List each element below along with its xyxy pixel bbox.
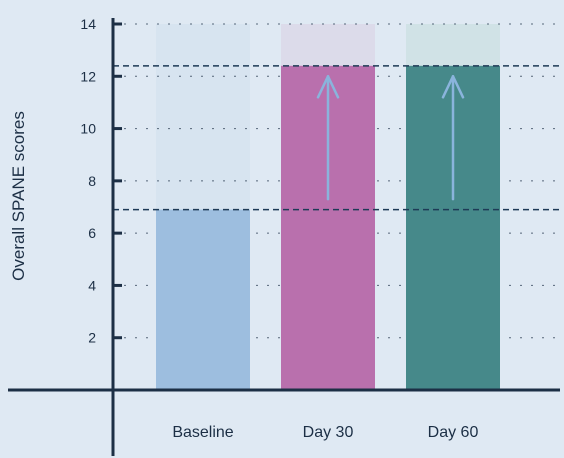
y-tick-label-12: 12 [80,68,96,84]
y-tick-label-14: 14 [80,16,96,32]
y-tick-label-4: 4 [88,277,96,293]
y-tick-label-2: 2 [88,330,96,346]
x-tick-label-day-60: Day 60 [428,424,479,441]
arrow-up-icon [441,75,465,201]
arrow-up-icon [316,75,340,201]
y-axis-title: Overall SPANE scores [9,111,28,281]
y-tick-label-10: 10 [80,121,96,137]
x-tick-label-baseline: Baseline [172,424,233,441]
y-tick-label-8: 8 [88,173,96,189]
bar-baseline [156,209,250,390]
x-tick-label-day-30: Day 30 [303,424,354,441]
y-tick-label-6: 6 [88,225,96,241]
